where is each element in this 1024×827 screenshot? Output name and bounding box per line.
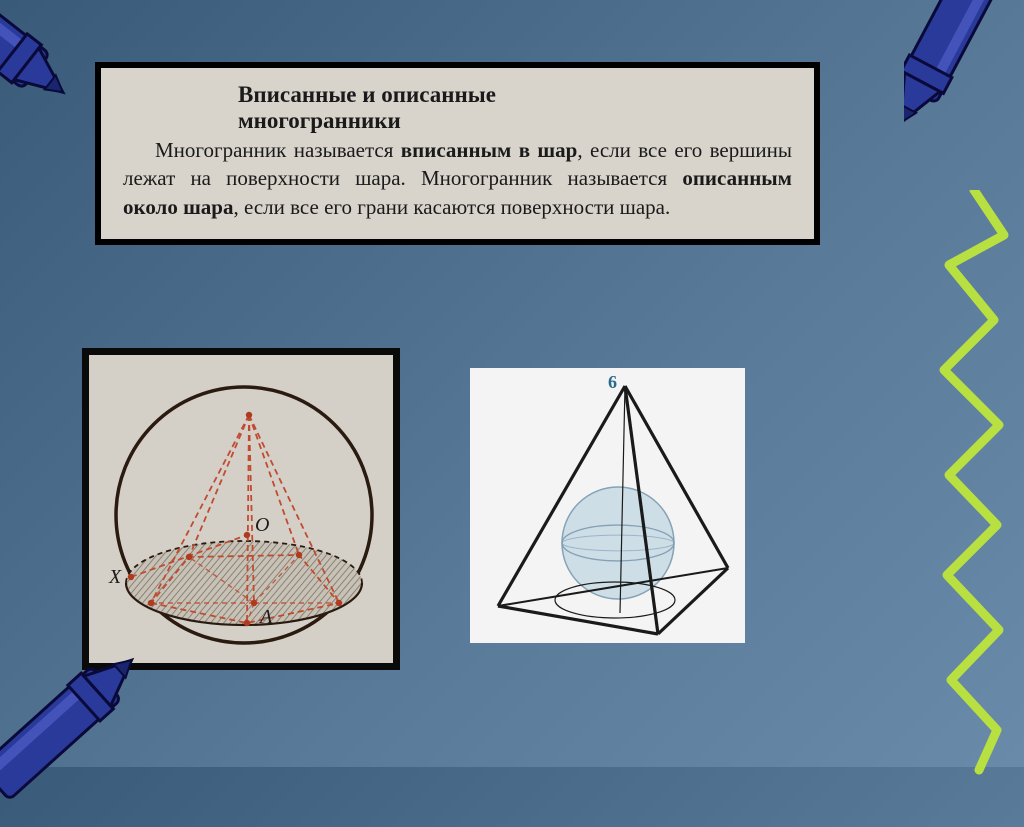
definition-panel: Вписанные и описанные многогранники Мног… xyxy=(95,62,820,245)
definition-body: Многогранник называется вписанным в шар,… xyxy=(123,136,792,221)
title-line2: многогранники xyxy=(238,108,401,133)
squiggle-decoration xyxy=(919,190,1019,780)
svg-text:O: O xyxy=(255,514,269,536)
title-line1: Вписанные и описанные xyxy=(238,82,496,107)
circumscribed-svg: 6 xyxy=(470,368,745,643)
svg-text:A: A xyxy=(258,606,273,628)
figure-circumscribed: 6 xyxy=(470,368,745,643)
svg-text:X: X xyxy=(108,566,122,588)
definition-title: Вписанные и описанные многогранники xyxy=(238,82,792,134)
svg-text:6: 6 xyxy=(608,372,617,392)
crayon-decoration-tl xyxy=(0,0,125,160)
crayon-decoration-bl xyxy=(0,607,180,827)
